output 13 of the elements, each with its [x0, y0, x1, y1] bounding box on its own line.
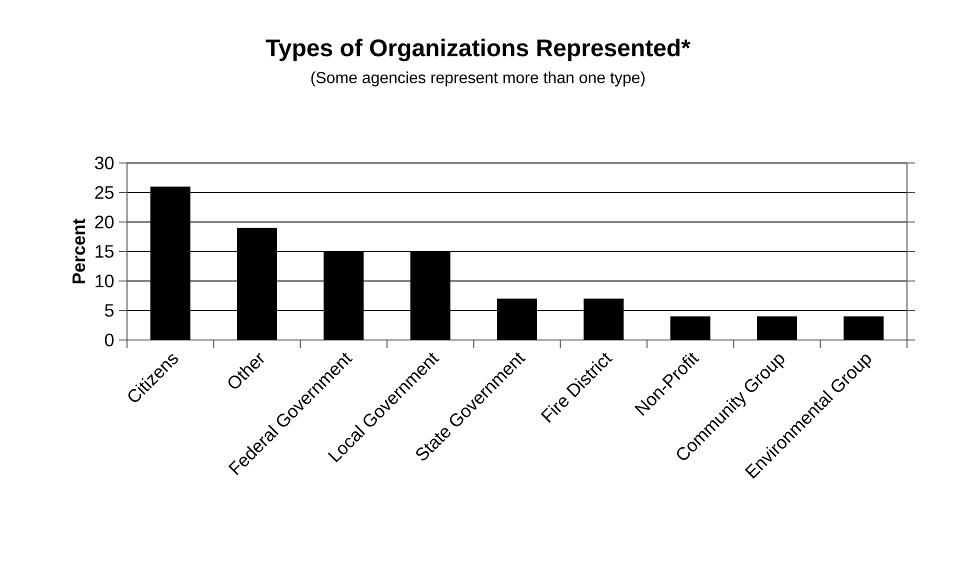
y-tick-label: 20 — [95, 216, 114, 228]
y-tick-label: 15 — [96, 245, 114, 258]
bar — [844, 316, 884, 340]
y-axis-title: Percent — [72, 218, 86, 284]
y-tick-label: 10 — [96, 274, 114, 288]
y-tick-label: 0 — [105, 334, 114, 346]
chart-subtitle: (Some agencies represent more than one type) — [311, 72, 645, 86]
bar — [670, 316, 710, 340]
y-tick-label: 30 — [94, 156, 114, 170]
chart-title: Types of Organizations Represented* — [266, 38, 690, 62]
bar — [757, 316, 797, 340]
y-tick-label: 5 — [105, 304, 114, 317]
y-tick-label: 25 — [95, 186, 114, 199]
